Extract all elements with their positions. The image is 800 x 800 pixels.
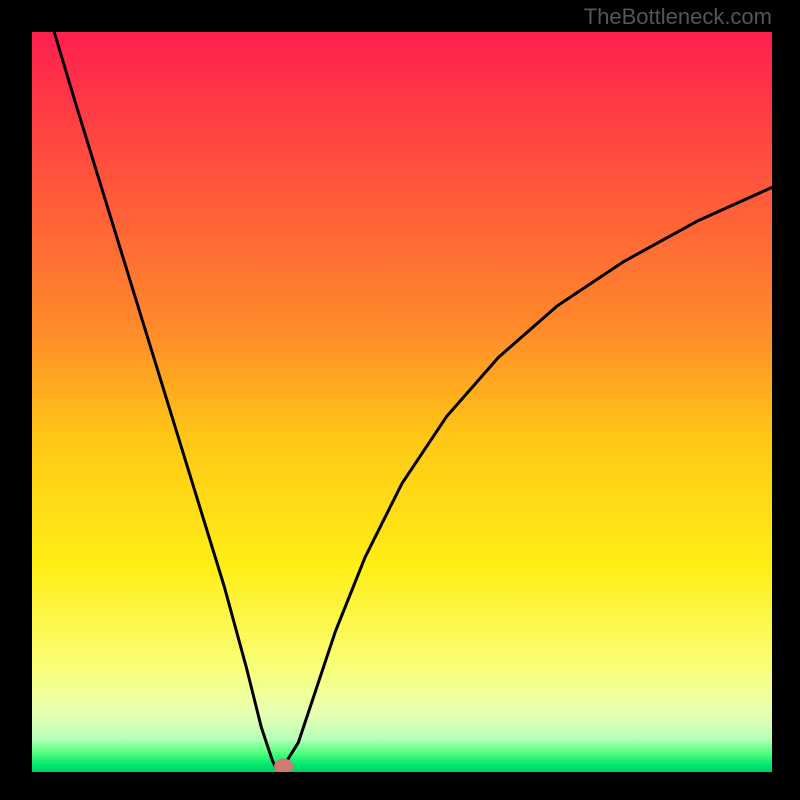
plot-svg (32, 32, 772, 772)
plot-background (32, 32, 772, 772)
optimum-marker (275, 759, 293, 772)
plot-area (32, 32, 772, 772)
watermark-text: TheBottleneck.com (584, 4, 772, 30)
